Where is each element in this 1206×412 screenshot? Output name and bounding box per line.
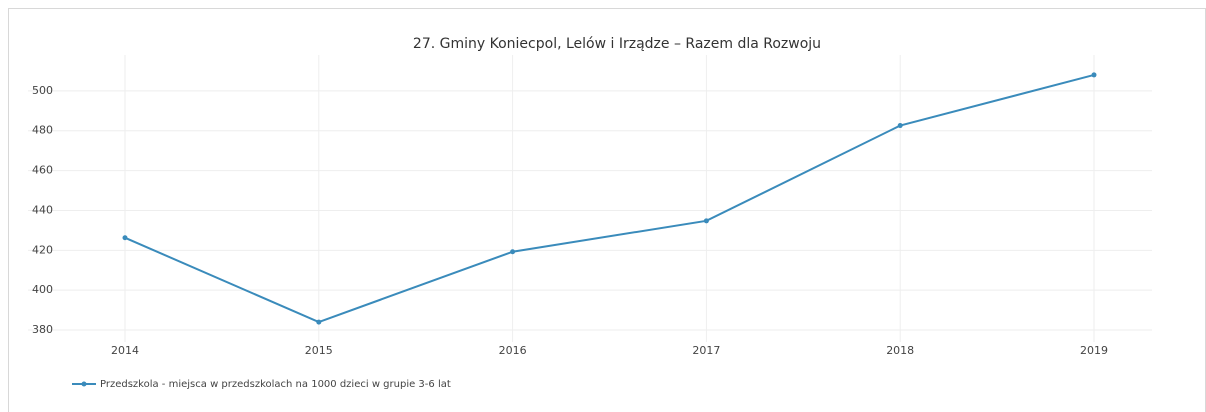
- y-tick-label: 380: [32, 323, 53, 336]
- y-tick-label: 440: [32, 203, 53, 216]
- y-tick-label: 420: [32, 243, 53, 256]
- series-line: [124, 73, 1095, 324]
- y-tick-label: 460: [32, 164, 53, 177]
- x-tick-label: 2018: [886, 344, 914, 357]
- x-tick-label: 2016: [499, 344, 527, 357]
- data-point: [897, 123, 903, 129]
- x-tick-label: 2014: [111, 344, 139, 357]
- y-tick-label: 480: [32, 124, 53, 137]
- data-point: [1091, 72, 1097, 78]
- data-point: [510, 249, 516, 255]
- legend-label: Przedszkola - miejsca w przedszkolach na…: [100, 379, 451, 390]
- x-tick-label: 2019: [1080, 344, 1108, 357]
- x-tick-label: 2015: [305, 344, 333, 357]
- y-tick-label: 500: [32, 84, 53, 97]
- data-point: [122, 235, 128, 241]
- y-tick-label: 400: [32, 283, 53, 296]
- legend-marker: [81, 381, 87, 387]
- data-point: [703, 218, 709, 224]
- data-point: [316, 319, 322, 325]
- x-tick-label: 2017: [692, 344, 720, 357]
- chart-title: 27. Gminy Koniecpol, Lelów i Irządze – R…: [413, 36, 821, 52]
